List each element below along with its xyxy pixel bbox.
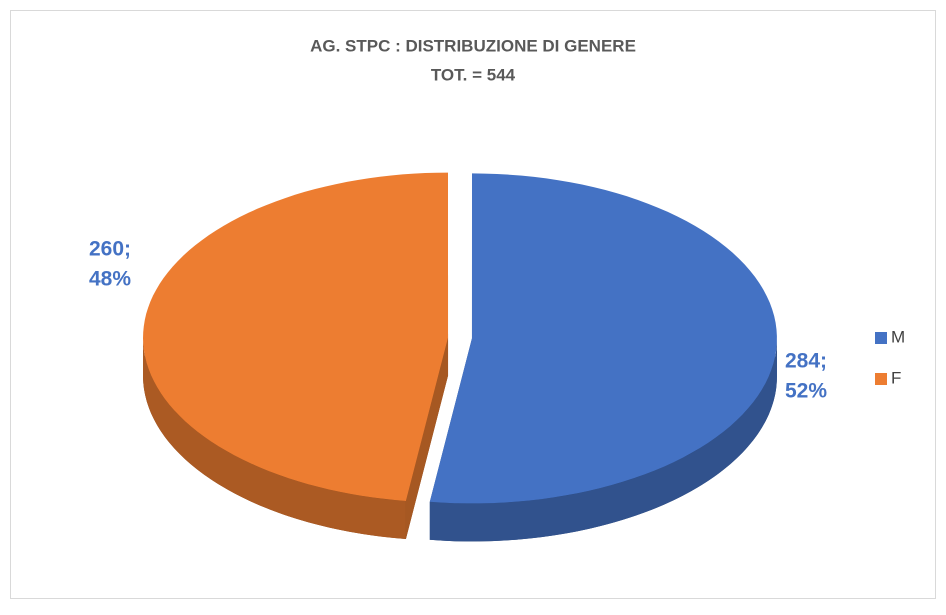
- chart-subtitle: TOT. = 544: [431, 65, 516, 84]
- legend-label: M: [891, 327, 905, 346]
- slice: [429, 173, 777, 504]
- slice: [143, 172, 449, 501]
- chart-title: AG. STPC : DISTRIBUZIONE DI GENERE: [310, 36, 636, 55]
- data-label: 52%: [785, 380, 827, 403]
- slice-cut-face: [405, 337, 449, 540]
- legend-label: F: [891, 368, 901, 387]
- legend-marker: [875, 373, 887, 385]
- slice-side: [429, 338, 777, 542]
- slice-side: [143, 337, 406, 539]
- data-label: 260;: [89, 238, 131, 261]
- data-label: 284;: [785, 350, 827, 373]
- legend-marker: [875, 332, 887, 344]
- data-label: 48%: [89, 268, 131, 291]
